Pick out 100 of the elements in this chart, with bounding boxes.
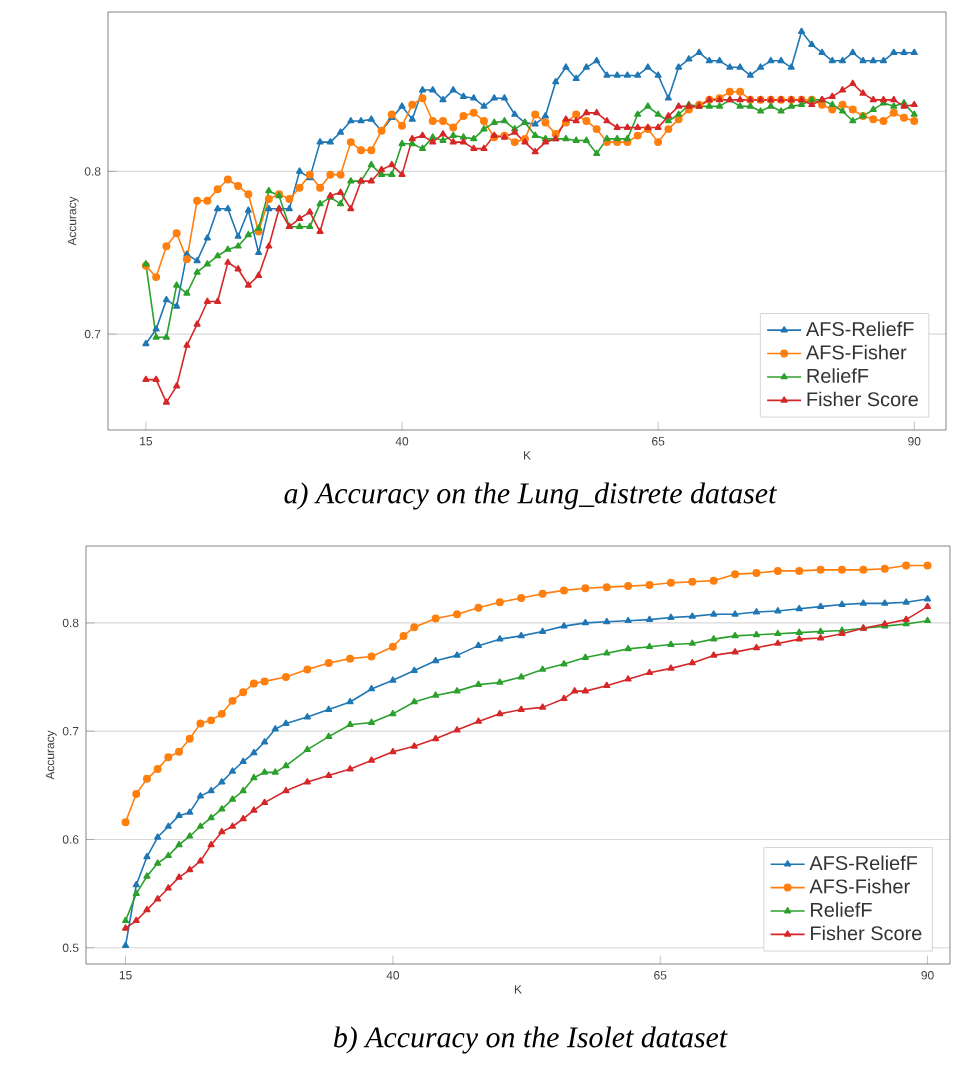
point <box>185 734 194 743</box>
point <box>282 719 290 726</box>
point <box>154 859 162 866</box>
point <box>581 687 589 694</box>
point <box>902 598 910 605</box>
point <box>346 697 354 705</box>
point <box>752 630 761 638</box>
point <box>581 653 589 660</box>
point <box>581 584 590 593</box>
point <box>325 705 333 712</box>
point <box>453 610 462 619</box>
point <box>239 688 248 697</box>
point <box>667 640 675 647</box>
point <box>153 765 162 774</box>
point <box>325 732 333 739</box>
point <box>817 634 825 641</box>
point <box>410 742 418 749</box>
point <box>207 786 215 794</box>
point <box>271 768 279 775</box>
point <box>453 651 461 658</box>
legend-label: ReliefF <box>811 902 872 917</box>
legend-label: Fisher Score <box>811 925 922 941</box>
point <box>645 581 654 589</box>
point <box>859 565 868 574</box>
point <box>624 675 632 682</box>
point <box>666 578 675 587</box>
point <box>667 613 675 620</box>
point <box>774 639 782 646</box>
point <box>571 687 579 694</box>
legend-label: AFS-Fisher <box>809 878 910 894</box>
point <box>143 852 151 860</box>
point <box>838 565 846 574</box>
point <box>250 748 258 756</box>
point <box>410 623 419 632</box>
point <box>207 813 215 821</box>
point <box>260 677 269 686</box>
point <box>303 778 311 785</box>
point <box>228 795 237 802</box>
point <box>217 709 226 718</box>
point <box>346 720 354 728</box>
point <box>474 641 482 649</box>
point <box>432 734 440 742</box>
point <box>774 629 782 637</box>
point <box>346 654 355 663</box>
point <box>164 851 172 859</box>
point <box>175 811 183 819</box>
point <box>688 577 697 586</box>
point <box>303 745 311 752</box>
legend-label: Fisher Score <box>807 391 918 407</box>
point <box>389 676 397 683</box>
point <box>773 566 782 575</box>
point <box>250 806 258 813</box>
point <box>817 602 825 610</box>
point <box>667 664 675 671</box>
point <box>207 716 216 725</box>
point <box>645 668 654 676</box>
point <box>303 713 311 720</box>
point <box>121 818 130 827</box>
point <box>239 757 247 764</box>
point <box>539 665 547 672</box>
point <box>538 589 547 598</box>
point <box>816 565 825 574</box>
point <box>752 608 761 615</box>
point <box>624 644 632 652</box>
point <box>880 564 889 573</box>
point <box>795 604 803 612</box>
point <box>474 603 483 612</box>
point <box>496 678 504 685</box>
point <box>389 747 397 755</box>
point <box>175 873 183 880</box>
point <box>154 833 162 840</box>
point <box>324 658 333 667</box>
point <box>731 610 739 617</box>
point <box>282 761 290 769</box>
point <box>388 642 397 651</box>
point <box>132 889 140 897</box>
point <box>560 660 568 667</box>
point <box>175 840 183 848</box>
point <box>923 561 932 570</box>
point <box>496 709 504 717</box>
point <box>602 583 611 592</box>
point <box>688 658 696 666</box>
point <box>560 622 568 629</box>
text: b) Accuracy on the Isolet dataset <box>333 1026 728 1054</box>
point <box>645 615 654 623</box>
point <box>688 639 696 646</box>
point <box>517 673 525 680</box>
point <box>539 703 547 710</box>
point <box>453 726 461 733</box>
point <box>645 642 654 650</box>
point <box>196 792 204 799</box>
point <box>710 651 718 658</box>
point <box>281 673 290 682</box>
point <box>367 684 376 692</box>
point <box>496 635 504 642</box>
point <box>517 594 526 602</box>
point <box>399 631 408 640</box>
point <box>539 627 547 634</box>
point <box>132 880 140 888</box>
point <box>250 773 258 781</box>
